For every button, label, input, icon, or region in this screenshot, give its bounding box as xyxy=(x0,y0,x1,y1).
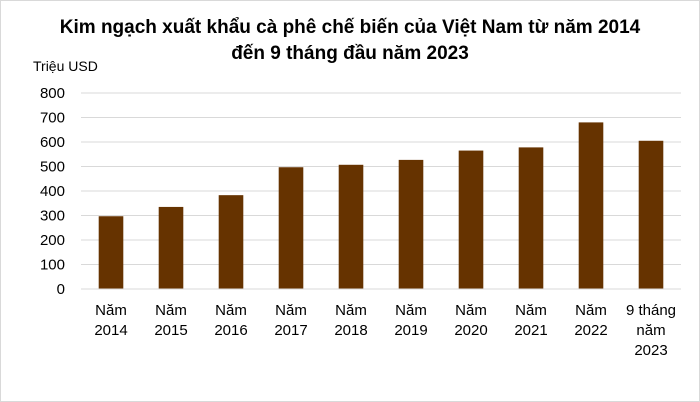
y-tick-label: 800 xyxy=(40,85,65,102)
bar xyxy=(458,150,484,289)
x-category-label: Năm 2021 xyxy=(514,302,547,339)
y-tick-label: 700 xyxy=(40,110,65,127)
bar xyxy=(578,122,604,290)
y-axis-ticks: 0 100 200 300 400 500 600 700 800 xyxy=(40,85,65,298)
x-category-label: Năm 2019 xyxy=(394,302,427,339)
y-tick-label: 400 xyxy=(40,183,65,200)
bar xyxy=(158,206,184,289)
x-category-label: Năm 2018 xyxy=(334,302,367,339)
y-tick-label: 100 xyxy=(40,257,65,274)
y-tick-label: 300 xyxy=(40,208,65,225)
x-category-label: Năm 2020 xyxy=(454,302,487,339)
bar xyxy=(278,167,304,289)
x-category-label: Năm 2017 xyxy=(274,302,307,339)
bar xyxy=(218,195,244,289)
x-category-label: Năm 2016 xyxy=(214,302,247,339)
bar xyxy=(518,147,544,289)
bar xyxy=(398,159,424,289)
x-category-label: Năm 2022 xyxy=(574,302,607,339)
y-tick-label: 600 xyxy=(40,134,65,151)
x-category-label: Năm 2014 xyxy=(94,302,127,339)
bars xyxy=(98,122,664,290)
bar xyxy=(338,164,364,289)
y-tick-label: 200 xyxy=(40,232,65,249)
x-axis-categories: Năm 2014 Năm 2015 Năm 2016 Năm 2017 Năm 2018 Năm 20… xyxy=(94,302,676,359)
chart-title-line-1: Kim ngạch xuất khẩu cà phê chế biến của … xyxy=(60,17,641,38)
x-category-label: 9 tháng năm 2023 xyxy=(626,302,676,359)
x-category-label: Năm 2015 xyxy=(154,302,187,339)
y-axis-unit-label: Triệu USD xyxy=(33,58,98,74)
y-tick-label: 0 xyxy=(57,281,65,298)
chart-title-line-2: đến 9 tháng đầu năm 2023 xyxy=(231,43,469,64)
bar xyxy=(638,140,664,289)
y-tick-label: 500 xyxy=(40,159,65,176)
bar xyxy=(98,216,124,289)
